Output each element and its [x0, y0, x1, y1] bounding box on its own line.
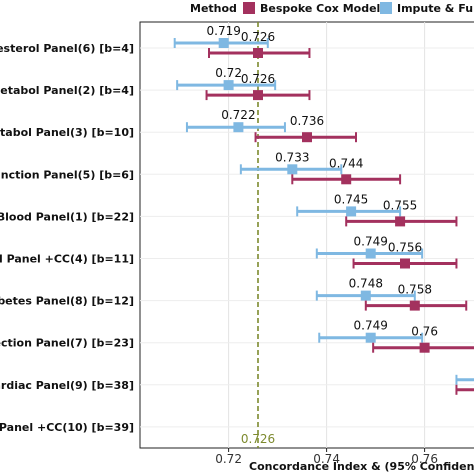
bespoke-point: [409, 300, 420, 311]
marks: [173, 38, 474, 395]
bespoke-point: [302, 132, 312, 143]
reference-line-label: 0.726: [241, 432, 275, 446]
row-label: Blood Panel(1) [b=22]: [0, 210, 134, 223]
impute-value-label: 0.749: [354, 319, 388, 333]
impute-point: [287, 164, 298, 175]
row-label: esterol Panel(6) [b=4]: [0, 42, 134, 55]
bespoke-value-label: 0.758: [398, 283, 432, 297]
row-label: ection Panel(7) [b=23]: [0, 337, 134, 350]
impute-value-label: 0.748: [349, 277, 383, 291]
row-label: betes Panel(8) [b=12]: [0, 295, 134, 308]
row-label: ol Panel +CC(4) [b=11]: [0, 253, 134, 266]
impute-value-label: 0.749: [354, 235, 388, 249]
impute-value-label: 0.722: [221, 108, 255, 122]
x-axis-title: Concordance Index & (95% Confiden: [249, 460, 474, 473]
grid: [140, 22, 474, 448]
impute-point: [346, 206, 357, 217]
bespoke-value-label: 0.726: [241, 72, 275, 86]
legend-label-bespoke: Bespoke Cox Model: [260, 2, 380, 15]
legend: Method Bespoke Cox Model Impute & Fu: [190, 2, 473, 15]
impute-value-label: 0.719: [207, 24, 241, 38]
plot-frame: [139, 21, 474, 449]
legend-label-impute: Impute & Fu: [397, 2, 473, 15]
bespoke-point: [395, 216, 406, 227]
legend-swatch-impute: [380, 2, 392, 14]
row-label: ardiac Panel(9) [b=38]: [0, 379, 134, 392]
impute-value-label: 0.72: [215, 66, 242, 80]
bespoke-point: [253, 48, 263, 58]
x-tick-label: 0.76: [411, 452, 438, 466]
row-label: etabol Panel(3) [b=10]: [0, 126, 134, 139]
impute-point: [360, 290, 371, 301]
row-label: Metabol Panel(2) [b=4]: [0, 84, 134, 97]
bespoke-value-label: 0.756: [388, 241, 422, 255]
impute-value-label: 0.733: [275, 150, 309, 164]
bespoke-value-label: 0.744: [329, 156, 363, 170]
x-tick-label: 0.74: [313, 452, 340, 466]
x-ticks: 0.72 0.74 0.76: [215, 448, 438, 466]
bespoke-value-label: 0.736: [290, 114, 324, 128]
impute-point: [365, 248, 376, 259]
bespoke-value-label: 0.755: [383, 198, 417, 212]
bespoke-point: [341, 174, 352, 185]
row-label: unction Panel(5) [b=6]: [0, 168, 134, 181]
x-tick-label: 0.72: [215, 452, 242, 466]
legend-swatch-bespoke: [243, 2, 255, 14]
bespoke-value-label: 0.76: [411, 325, 438, 339]
row-labels: esterol Panel(6) [b=4] Metabol Panel(2) […: [0, 42, 134, 434]
impute-point: [233, 122, 244, 133]
impute-point: [223, 80, 234, 91]
impute-value-label: 0.745: [334, 192, 368, 206]
bespoke-point: [253, 90, 263, 101]
legend-title: Method: [190, 2, 237, 15]
impute-point: [218, 38, 229, 48]
impute-point: [365, 332, 376, 343]
bespoke-point: [400, 258, 410, 269]
bespoke-value-label: 0.726: [241, 30, 275, 44]
reference-line-group: 0.726: [241, 22, 275, 448]
row-label: Panel +CC(10) [b=39]: [0, 421, 134, 434]
bespoke-point: [419, 342, 430, 353]
